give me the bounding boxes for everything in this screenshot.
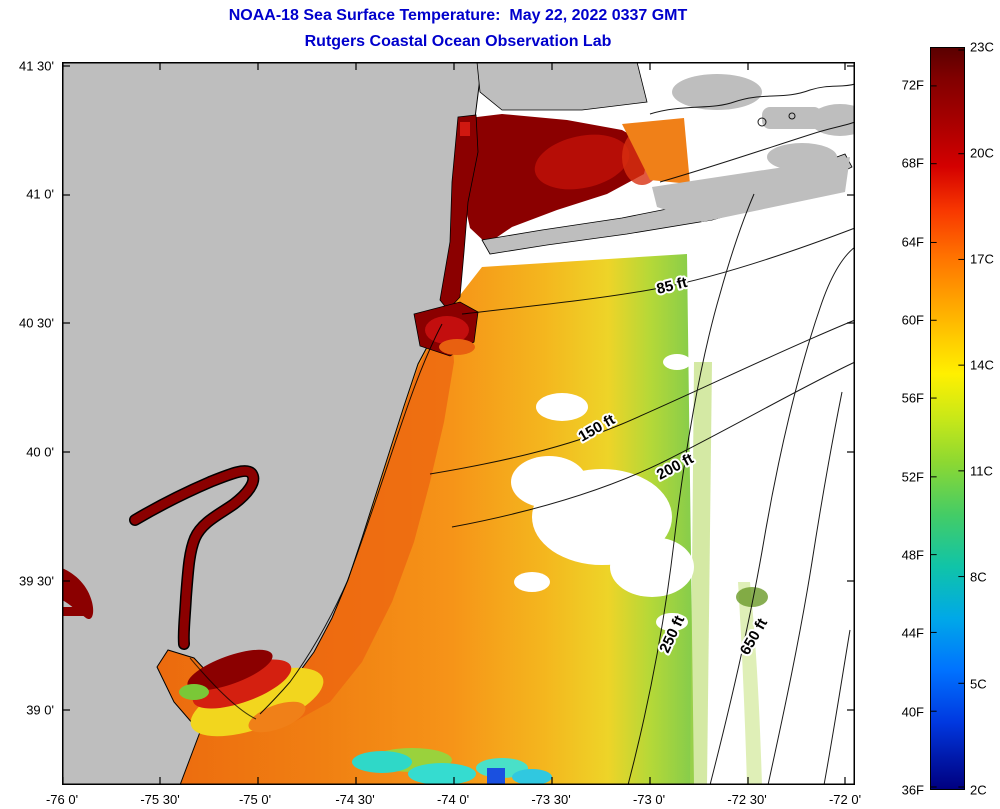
x-tick-label: -75 30' — [140, 792, 180, 807]
bathymetry-contours — [189, 83, 855, 785]
y-tick-label: 40 30' — [18, 315, 54, 331]
colorbar-label-c: 14C — [970, 357, 994, 373]
colorbar-label-f: 68F — [901, 155, 924, 171]
y-tick-label: 39 30' — [18, 573, 54, 589]
colorbar-label-f: 44F — [901, 625, 924, 641]
colorbar-label-c: 20C — [970, 145, 994, 161]
colorbar-label-c: 23C — [970, 39, 994, 55]
colorbar-ticks — [931, 49, 964, 788]
y-tick-label: 41 0' — [26, 186, 54, 202]
colorbar-label-c: 8C — [970, 569, 987, 585]
colorbar-label-f: 40F — [901, 704, 924, 720]
colorbar-label-f: 72F — [901, 77, 924, 93]
figure-title: NOAA-18 Sea Surface Temperature: May 22,… — [228, 7, 688, 24]
x-tick-label: -72 0' — [828, 792, 862, 807]
colorbar-label-c: 5C — [970, 676, 987, 692]
x-tick-label: -74 30' — [335, 792, 375, 807]
x-tick-label: -75 0' — [238, 792, 272, 807]
sst-field — [157, 235, 768, 785]
land-regions — [62, 62, 855, 785]
x-tick-label: -72 30' — [727, 792, 767, 807]
y-tick-label: 39 0' — [26, 702, 54, 718]
colorbar-label-f: 52F — [901, 469, 924, 485]
temperature-colorbar — [930, 47, 965, 790]
x-tick-label: -73 0' — [632, 792, 666, 807]
colorbar-label-f: 36F — [901, 782, 924, 798]
x-tick-label: -74 0' — [436, 792, 470, 807]
x-tick-label: -73 30' — [531, 792, 571, 807]
colorbar-label-f: 48F — [901, 547, 924, 563]
plot-border — [62, 62, 855, 785]
colorbar-label-c: 11C — [970, 463, 993, 479]
y-tick-label: 41 30' — [18, 58, 54, 74]
y-tick-label: 40 0' — [26, 444, 54, 460]
colorbar-label-f: 60F — [901, 312, 924, 328]
colorbar-label-c: 17C — [970, 251, 994, 267]
x-tick-label: -76 0' — [45, 792, 79, 807]
cloud-regions — [511, 354, 694, 631]
axis-ticks — [62, 62, 855, 785]
warm-river-plumes — [62, 114, 479, 737]
cold-water-patches — [352, 748, 552, 785]
figure-subtitle: Rutgers Coastal Ocean Observation Lab — [304, 33, 612, 50]
colorbar-label-c: 2C — [970, 782, 987, 798]
colorbar-label-f: 56F — [901, 390, 924, 406]
long-island-sound-plume — [452, 114, 690, 244]
sst-map: 85 ft 150 ft 200 ft 250 ft 650 ft — [62, 62, 855, 785]
colorbar-label-f: 64F — [901, 234, 924, 250]
